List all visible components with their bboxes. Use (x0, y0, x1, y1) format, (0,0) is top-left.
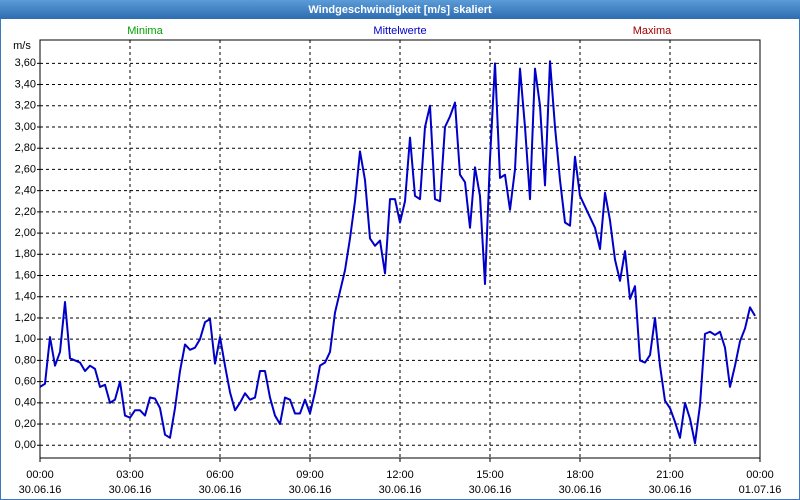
x-tick-label: 09:00 (296, 469, 324, 481)
y-tick-label: 1,20 (15, 312, 36, 324)
x-tick-date: 30.06.16 (19, 484, 62, 496)
y-tick-label: 0,60 (15, 376, 36, 388)
y-tick-label: 3,00 (15, 121, 36, 133)
y-tick-label: 2,60 (15, 163, 36, 175)
y-tick-label: 2,80 (15, 142, 36, 154)
x-tick-label: 18:00 (566, 469, 594, 481)
y-tick-label: 2,40 (15, 185, 36, 197)
y-tick-label: 1,80 (15, 248, 36, 260)
y-tick-label: 3,40 (15, 78, 36, 90)
x-tick-label: 06:00 (206, 469, 234, 481)
chart-title: Windgeschwindigkeit [m/s] skaliert (308, 4, 492, 16)
x-tick-label: 00:00 (26, 469, 54, 481)
x-tick-date: 30.06.16 (559, 484, 602, 496)
x-tick-label: 00:00 (746, 469, 774, 481)
y-tick-label: 0,00 (15, 439, 36, 451)
title-bar (0, 0, 800, 19)
y-unit: m/s (13, 40, 31, 52)
x-tick-label: 03:00 (116, 469, 144, 481)
y-tick-label: 1,00 (15, 333, 36, 345)
x-tick-date: 30.06.16 (199, 484, 242, 496)
y-tick-label: 0,20 (15, 418, 36, 430)
x-tick-label: 12:00 (386, 469, 414, 481)
y-tick-label: 0,80 (15, 354, 36, 366)
x-tick-label: 15:00 (476, 469, 504, 481)
legend-entry: Maxima (633, 25, 672, 37)
legend-entry: Minima (127, 25, 163, 37)
y-tick-label: 3,20 (15, 100, 36, 112)
x-tick-date: 30.06.16 (109, 484, 152, 496)
y-tick-label: 1,40 (15, 291, 36, 303)
y-tick-label: 3,60 (15, 57, 36, 69)
x-tick-date: 30.06.16 (469, 484, 512, 496)
y-tick-label: 1,60 (15, 269, 36, 281)
x-tick-label: 21:00 (656, 469, 684, 481)
y-tick-label: 2,20 (15, 206, 36, 218)
legend-entry: Mittelwerte (373, 25, 426, 37)
x-tick-date: 01.07.16 (739, 484, 782, 496)
x-tick-date: 30.06.16 (649, 484, 692, 496)
data-line (39, 60, 756, 445)
x-tick-date: 30.06.16 (379, 484, 422, 496)
y-tick-label: 2,00 (15, 227, 36, 239)
y-tick-label: 0,40 (15, 397, 36, 409)
x-tick-date: 30.06.16 (289, 484, 332, 496)
